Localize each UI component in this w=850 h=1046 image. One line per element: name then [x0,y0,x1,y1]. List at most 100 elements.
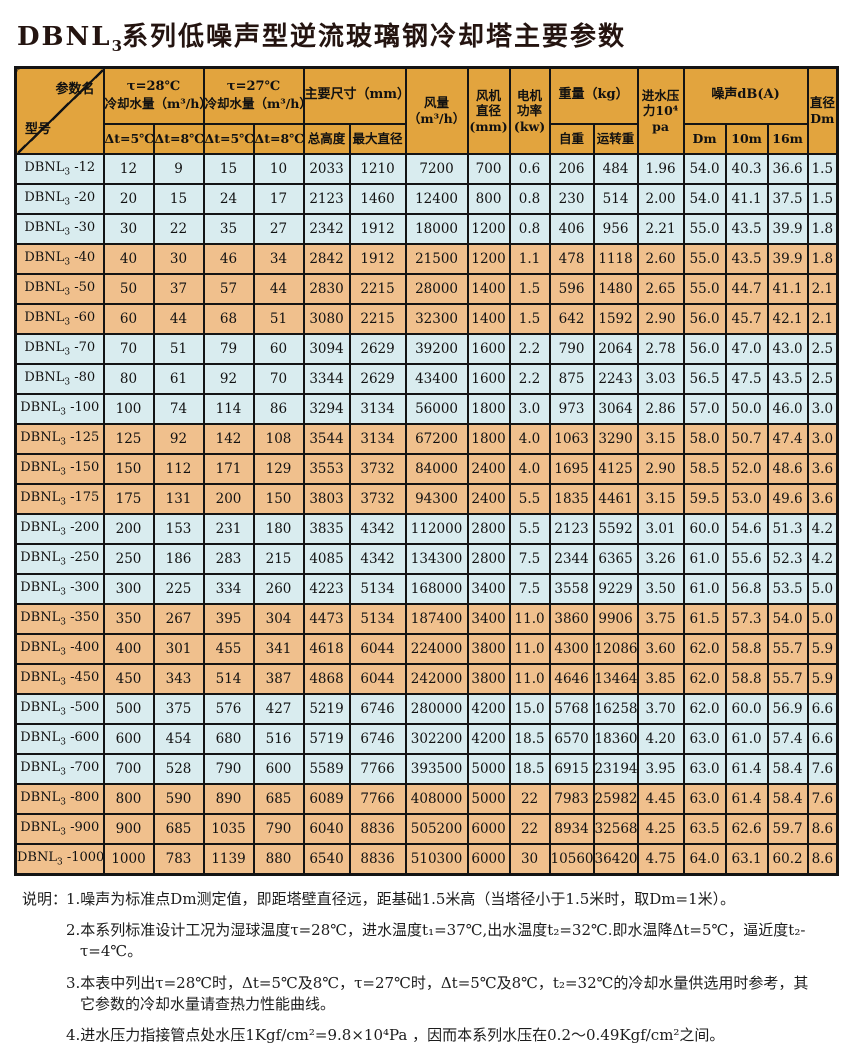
value-cell: 301 [152,632,205,665]
value-cell: 4200 [466,692,511,725]
model-cell: DBNL3 -40 [14,242,105,275]
value-cell: 450 [102,662,155,695]
value-cell: 408000 [404,782,469,815]
value-cell: 6044 [348,632,407,665]
value-cell: 153 [152,512,205,545]
note-item-1: 1.噪声为标准点Dm测定值，即距塔壁直径远，距基础1.5米高（当塔径小于1.5米… [66,889,736,908]
value-cell: 4200 [466,722,511,755]
value-cell: 3064 [592,392,639,425]
value-cell: 12400 [404,182,469,215]
value-cell: 3.85 [636,662,685,695]
value-cell: 1.5 [806,182,839,215]
value-cell: 58.4 [766,752,809,785]
header-max-diameter: 最大直径 [348,122,407,155]
value-cell: 3.6 [806,452,839,485]
value-cell: 53.5 [766,572,809,605]
table-row: DBNL3 -150 150 112 171 129 3553 3732 84000 2400 4… [14,452,839,485]
value-cell: 58.8 [724,662,769,695]
value-cell: 900 [102,812,155,845]
header-t27-group: τ=27℃ 冷却水量（m³/h） [202,66,305,125]
value-cell: 15 [152,182,205,215]
value-cell: 4.2 [806,512,839,545]
value-cell: 30 [508,842,551,876]
value-cell: 783 [152,842,205,876]
value-cell: 2064 [592,332,639,365]
model-cell: DBNL3 -200 [14,512,105,545]
value-cell: 112 [152,452,205,485]
value-cell: 62.6 [724,812,769,845]
value-cell: 70 [252,362,305,395]
value-cell: 1800 [466,392,511,425]
value-cell: 516 [252,722,305,755]
value-cell: 50.0 [724,392,769,425]
value-cell: 5.5 [508,482,551,515]
table-row: DBNL3 -450 450 343 514 387 4868 6044 242000 3800… [14,662,839,695]
table-row: DBNL3 -600 600 454 680 516 5719 6746 302200 4200… [14,722,839,755]
value-cell: 1035 [202,812,255,845]
value-cell: 685 [152,812,205,845]
header-total-height: 总高度 [302,122,351,155]
value-cell: 57.0 [682,392,727,425]
table-row: DBNL3 -12 12 9 15 10 2033 1210 7200 700 0.6 206 484… [14,152,839,185]
model-cell: DBNL3 -50 [14,272,105,305]
value-cell: 6746 [348,692,407,725]
value-cell: 5719 [302,722,351,755]
value-cell: 790 [548,332,595,365]
value-cell: 5592 [592,512,639,545]
value-cell: 2400 [466,482,511,515]
value-cell: 22 [152,212,205,245]
value-cell: 514 [202,662,255,695]
value-cell: 60.0 [682,512,727,545]
value-cell: 108 [252,422,305,455]
table-row: DBNL3 -80 80 61 92 70 3344 2629 43400 1600 2.2 875… [14,362,839,395]
value-cell: 61.4 [724,752,769,785]
value-cell: 186 [152,542,205,575]
value-cell: 642 [548,302,595,335]
note-item-4: 4.进水压力指接管点处水压1Kgf/cm²=9.8×10⁴Pa ，因而本系列水压… [66,1026,725,1045]
value-cell: 40.3 [724,152,769,185]
value-cell: 2.78 [636,332,685,365]
value-cell: 134300 [404,542,469,575]
value-cell: 1912 [348,212,407,245]
value-cell: 375 [152,692,205,725]
value-cell: 46.0 [766,392,809,425]
value-cell: 1400 [466,272,511,305]
value-cell: 39.9 [766,242,809,275]
value-cell: 1200 [466,242,511,275]
model-cell: DBNL3 -60 [14,302,105,335]
value-cell: 43400 [404,362,469,395]
value-cell: 36420 [592,842,639,876]
table-header: 参数名 型号 τ=28℃ 冷却水量（m³/h） τ=27℃ 冷却水量（m³/h）… [14,66,839,155]
value-cell: 18.5 [508,752,551,785]
value-cell: 2.2 [508,362,551,395]
table-row: DBNL3 -125 125 92 142 108 3544 3134 67200 1800 4.… [14,422,839,455]
value-cell: 8.6 [806,842,839,876]
value-cell: 2.2 [508,332,551,365]
model-cell: DBNL3 -20 [14,182,105,215]
value-cell: 4461 [592,482,639,515]
value-cell: 6000 [466,812,511,845]
value-cell: 2033 [302,152,351,185]
value-cell: 50 [102,272,155,305]
value-cell: 8.6 [806,812,839,845]
model-cell: DBNL3 -300 [14,572,105,605]
value-cell: 1480 [592,272,639,305]
value-cell: 6044 [348,662,407,695]
table-row: DBNL3 -175 175 131 200 150 3803 3732 94300 2400 5… [14,482,839,515]
model-cell: DBNL3 -100 [14,392,105,425]
value-cell: 10560 [548,842,595,876]
value-cell: 60.2 [766,842,809,876]
table-body: DBNL3 -12 12 9 15 10 2033 1210 7200 700 0.6 206 484… [14,152,839,876]
value-cell: 343 [152,662,205,695]
value-cell: 505200 [404,812,469,845]
value-cell: 3860 [548,602,595,635]
value-cell: 59.5 [682,482,727,515]
value-cell: 43.0 [766,332,809,365]
value-cell: 5219 [302,692,351,725]
value-cell: 2215 [348,272,407,305]
model-cell: DBNL3 -1000 [14,842,105,876]
value-cell: 1.8 [806,242,839,275]
value-cell: 3.15 [636,482,685,515]
value-cell: 61.5 [682,602,727,635]
value-cell: 1210 [348,152,407,185]
